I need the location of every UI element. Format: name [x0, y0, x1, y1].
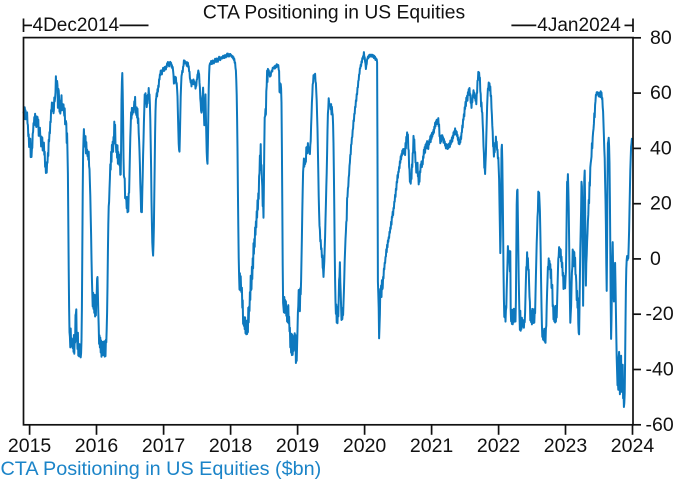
svg-text:CTA Positioning in US Equities: CTA Positioning in US Equities ($bn)	[1, 458, 322, 480]
svg-text:2021: 2021	[410, 435, 453, 457]
svg-text:2020: 2020	[343, 435, 387, 457]
svg-text:80: 80	[650, 27, 672, 49]
svg-text:CTA Positioning in US Equities: CTA Positioning in US Equities	[203, 2, 465, 23]
svg-text:40: 40	[650, 137, 672, 159]
svg-text:2023: 2023	[544, 435, 587, 457]
svg-text:20: 20	[650, 193, 672, 215]
svg-text:60: 60	[650, 82, 672, 104]
svg-text:-60: -60	[646, 414, 674, 436]
svg-text:2018: 2018	[209, 435, 252, 457]
svg-text:2015: 2015	[8, 435, 52, 457]
svg-text:2016: 2016	[75, 435, 118, 457]
svg-text:2024: 2024	[611, 435, 655, 457]
svg-text:4Dec2014: 4Dec2014	[33, 15, 120, 36]
svg-text:2019: 2019	[276, 435, 319, 457]
svg-text:2022: 2022	[477, 435, 520, 457]
svg-text:0: 0	[650, 248, 661, 270]
svg-text:-40: -40	[646, 359, 674, 381]
svg-text:2017: 2017	[142, 435, 185, 457]
svg-text:4Jan2024: 4Jan2024	[537, 15, 621, 36]
svg-text:-20: -20	[646, 303, 674, 325]
